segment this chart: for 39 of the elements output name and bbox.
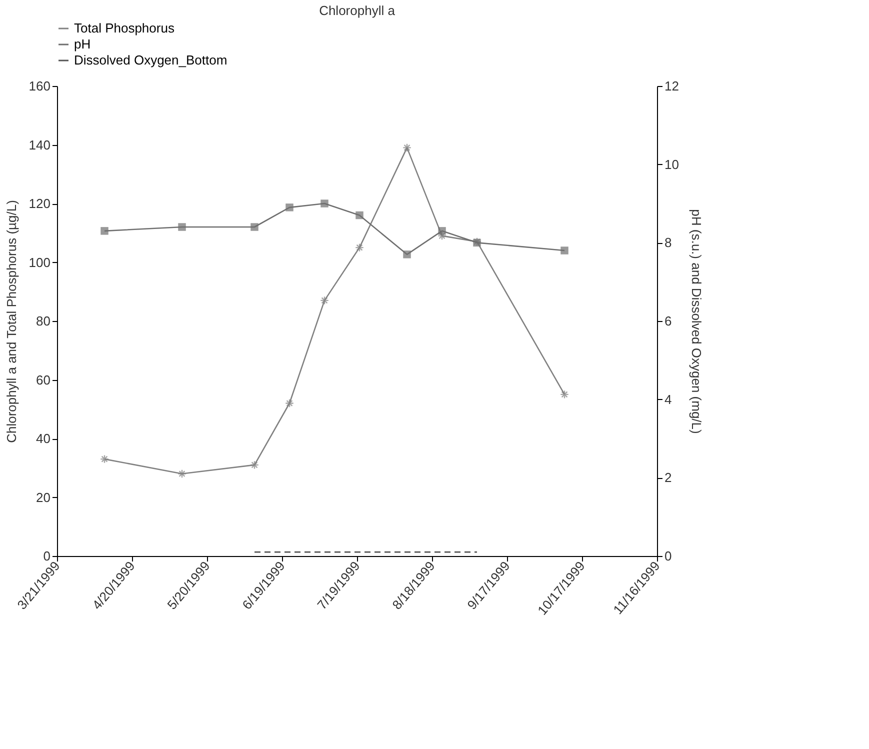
point xyxy=(250,223,258,231)
y-tick-label: 80 xyxy=(36,314,50,328)
y-tick-label: 140 xyxy=(28,137,50,152)
y-axis-title: Chlorophyll a and Total Phosphorus (µg/L) xyxy=(4,200,19,443)
y-tick-label: 60 xyxy=(36,372,50,388)
point xyxy=(286,204,294,212)
point xyxy=(560,390,569,399)
y2-tick-label: 12 xyxy=(664,78,679,94)
point xyxy=(320,296,329,305)
legend-label: Total Phosphorus xyxy=(74,20,175,36)
y2-tick-label: 8 xyxy=(664,235,672,250)
point xyxy=(560,246,568,254)
text: Chlorophyll a xyxy=(319,3,396,18)
y2-tick-label: 6 xyxy=(664,314,672,328)
y2-tick-label: 2 xyxy=(664,470,672,486)
point xyxy=(285,398,294,408)
y-tick-label: 0 xyxy=(43,548,50,564)
y-tick-label: 160 xyxy=(28,78,50,94)
point xyxy=(250,460,259,470)
y2-axis-title: pH (s.u.) and Dissolved Oxygen (mg/L) xyxy=(688,209,704,434)
y-tick-label: 40 xyxy=(36,431,50,446)
y2-tick-label: 10 xyxy=(664,156,679,172)
legend-label: pH xyxy=(74,36,91,52)
legend-label: Dissolved Oxygen_Bottom xyxy=(74,52,228,68)
point xyxy=(178,223,186,231)
point xyxy=(402,143,412,152)
point xyxy=(438,227,446,235)
point xyxy=(356,211,364,220)
y-tick-label: 20 xyxy=(36,490,50,505)
y-tick-label: 100 xyxy=(28,254,50,270)
point xyxy=(100,227,108,235)
point xyxy=(100,454,109,464)
point xyxy=(320,200,328,208)
y-tick-label: 120 xyxy=(28,196,50,211)
point xyxy=(355,243,364,252)
y2-tick-label: 0 xyxy=(664,548,672,564)
y2-tick-label: 4 xyxy=(664,392,672,407)
point xyxy=(403,250,411,258)
point xyxy=(178,469,186,478)
